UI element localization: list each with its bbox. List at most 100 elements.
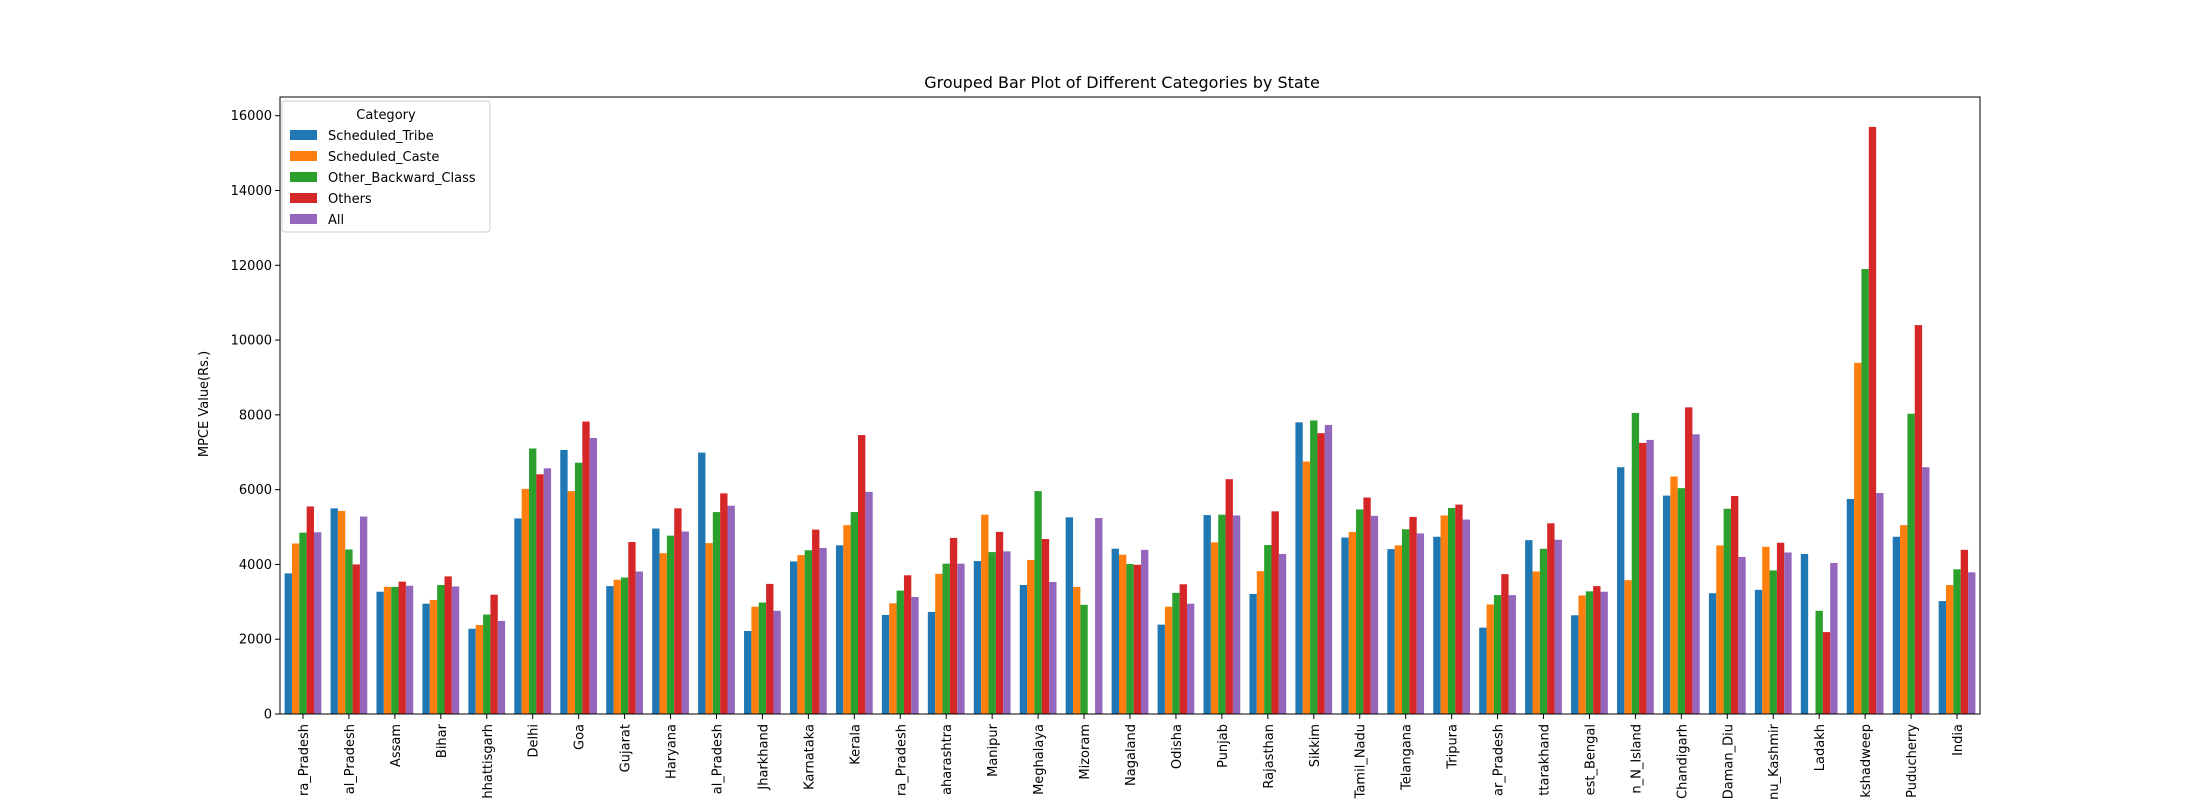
bar	[1938, 601, 1946, 714]
x-tick-label: Haryana	[665, 724, 680, 779]
bar	[1295, 422, 1303, 714]
bar	[1501, 574, 1509, 714]
bar	[306, 506, 314, 714]
bar	[582, 421, 590, 714]
bar	[337, 510, 346, 714]
bar	[1624, 580, 1632, 714]
bar	[1126, 564, 1134, 714]
bar	[705, 543, 713, 714]
bar	[574, 462, 583, 714]
bar	[1960, 549, 1969, 714]
bar	[1854, 362, 1862, 714]
bar	[1892, 536, 1901, 714]
bar	[1593, 586, 1601, 714]
bar	[773, 610, 781, 714]
bar	[935, 573, 943, 714]
bar	[1065, 517, 1074, 714]
bar	[1080, 604, 1088, 714]
bar	[1256, 571, 1265, 714]
bar	[1348, 531, 1357, 714]
bar	[475, 625, 484, 714]
bar	[712, 512, 721, 714]
bar	[1708, 593, 1717, 714]
bar	[881, 614, 890, 714]
legend-box	[281, 100, 491, 233]
bar	[819, 547, 827, 714]
bar	[1554, 539, 1562, 714]
bar	[1203, 515, 1211, 714]
bar	[483, 614, 491, 714]
bar	[1585, 591, 1594, 714]
bar	[628, 541, 636, 714]
bar	[1164, 606, 1173, 714]
x-tick-label: al_Pradesh	[343, 724, 358, 794]
bar	[1049, 581, 1057, 714]
y-axis: 0 2000 4000 6000 8000 10000 12000 14000 16000	[231, 109, 280, 723]
x-tick-label: Telangana	[1400, 724, 1415, 791]
bar	[1027, 559, 1035, 714]
bar	[1646, 439, 1654, 714]
bar	[314, 532, 322, 714]
bar	[1186, 603, 1195, 714]
bar	[1571, 615, 1579, 714]
bar	[751, 606, 759, 714]
bar	[1754, 589, 1763, 714]
bar	[1218, 514, 1226, 714]
bar	[1547, 523, 1555, 714]
bar	[1876, 493, 1884, 714]
bar	[543, 468, 552, 714]
bar	[1508, 595, 1516, 714]
legend: Category Scheduled_Tribe Scheduled_Caste O…	[281, 100, 491, 233]
bar	[1600, 591, 1608, 714]
bar	[1462, 519, 1470, 714]
chart-title: Grouped Bar Plot of Different Categories…	[924, 73, 1320, 92]
bar	[1532, 571, 1540, 714]
bar	[606, 586, 614, 714]
bar	[1670, 476, 1678, 714]
bar	[1861, 269, 1869, 714]
bar	[942, 563, 950, 714]
bar	[620, 577, 629, 714]
bar	[1776, 542, 1785, 714]
legend-label: Other_Backward_Class	[328, 171, 476, 186]
bar	[613, 579, 621, 714]
bar	[1095, 518, 1103, 714]
bar	[529, 448, 537, 714]
x-tick-label: Delhi	[527, 724, 542, 757]
bar	[1846, 498, 1855, 714]
bar	[497, 620, 506, 714]
bar	[490, 594, 498, 714]
bar	[1716, 545, 1724, 714]
bar	[758, 602, 767, 714]
bar	[1953, 569, 1961, 714]
bar	[1907, 413, 1915, 714]
x-axis: ra_Pradesh al_Pradesh Assam Bihar hhattisgar…	[297, 714, 1966, 800]
bar	[1433, 536, 1441, 714]
bar	[1479, 627, 1487, 714]
x-tick-label: Karnataka	[802, 724, 817, 790]
bar	[1762, 546, 1770, 714]
bar	[790, 561, 798, 714]
x-tick-label: Daman_Diu	[1721, 724, 1736, 799]
bar	[835, 545, 844, 714]
legend-label: All	[328, 213, 344, 228]
bar	[1639, 442, 1647, 714]
bar	[666, 535, 675, 714]
bar	[797, 555, 805, 714]
bar	[1685, 407, 1693, 714]
bar	[1356, 509, 1364, 714]
x-tick-label: ra_Pradesh	[894, 724, 909, 796]
x-tick-label: Tripura	[1446, 724, 1461, 770]
x-tick-label: Ladakh	[1813, 724, 1828, 771]
bar	[1692, 434, 1700, 714]
x-tick-label: aharashtra	[940, 724, 955, 795]
bar	[957, 563, 965, 714]
bar	[858, 435, 866, 714]
bar	[1341, 537, 1349, 714]
bar	[1271, 511, 1279, 714]
legend-label: Scheduled_Caste	[328, 150, 439, 165]
bar	[1677, 488, 1686, 714]
legend-title: Category	[356, 108, 416, 123]
y-tick-label: 6000	[239, 483, 272, 498]
